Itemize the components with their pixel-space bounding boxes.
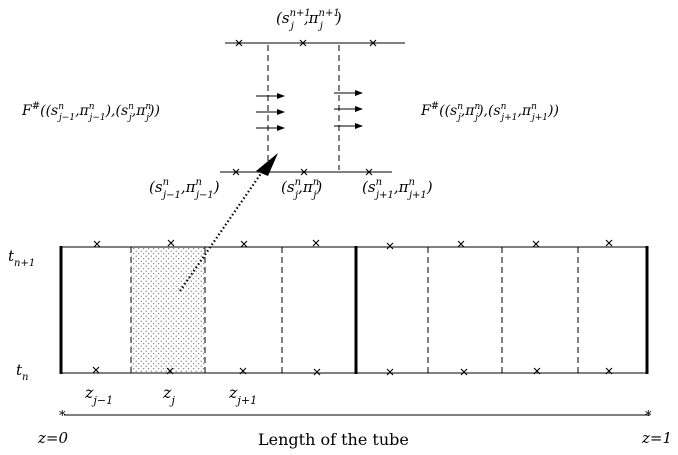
grid-marks-top [93, 239, 613, 250]
detail-marks [232, 39, 377, 176]
axis-caption: Length of the tube [258, 430, 409, 449]
cross-mark [232, 168, 240, 176]
label-top-state: (sn+1 j ,πn+1 j) [276, 8, 342, 32]
axis-end-star: * [59, 409, 66, 424]
cross-mark [457, 240, 465, 248]
label-state-left: (sn j−1,πn j−1) [149, 177, 220, 201]
cross-mark [532, 240, 540, 248]
zoom-arrow-head [256, 153, 278, 176]
cross-mark [605, 239, 613, 247]
cross-mark [365, 168, 373, 176]
grid-marks-bottom [92, 366, 613, 376]
cross-mark [386, 368, 394, 376]
cross-mark [605, 367, 613, 375]
label-state-mid: (sn j,πn j) [281, 177, 322, 201]
zoom-arrow [179, 171, 263, 292]
label-t-top: tn+1 [8, 247, 35, 269]
axis-start-label: z=0 [37, 429, 68, 447]
cross-mark [239, 367, 247, 375]
flux-arrows-left [256, 93, 285, 131]
space-time-grid: tn+1 tn zj−1 zj zj+1 [8, 153, 649, 407]
axis-end-label: z=1 [641, 429, 672, 447]
highlighted-cell [131, 247, 205, 373]
label-state-right: (sn j+1,πn j+1) [362, 177, 433, 201]
label-z-left: zj−1 [84, 383, 113, 407]
cross-mark [240, 240, 248, 248]
cross-mark [300, 168, 308, 176]
label-z-mid: zj [162, 383, 175, 407]
cross-mark [313, 368, 321, 376]
length-axis: * * z=0 Length of the tube z=1 [37, 409, 672, 449]
cell-detail: (sn+1 j ,πn+1 j) F#((sn j−1,πn j−1),(sn j,πn j)… [21, 8, 559, 201]
cross-mark [312, 239, 320, 247]
cross-mark [460, 368, 468, 376]
cross-mark [533, 367, 541, 375]
cross-mark [92, 366, 100, 374]
cross-mark [235, 39, 243, 47]
cross-mark [299, 39, 307, 47]
cross-mark [369, 39, 377, 47]
cross-mark [167, 239, 175, 247]
axis-end-star: * [645, 409, 652, 424]
cross-mark [166, 367, 174, 375]
label-z-right: zj+1 [228, 383, 257, 407]
flux-arrows-right [334, 90, 363, 129]
label-flux-left: F#((sn j−1,πn j−1),(sn j,πn j)) [21, 101, 160, 123]
label-flux-right: F#((sn j,πn j),(sn j+1,πn j+1)) [420, 101, 559, 123]
cross-mark [386, 242, 394, 250]
cross-mark [93, 240, 101, 248]
label-t-bottom: tn [16, 361, 28, 383]
